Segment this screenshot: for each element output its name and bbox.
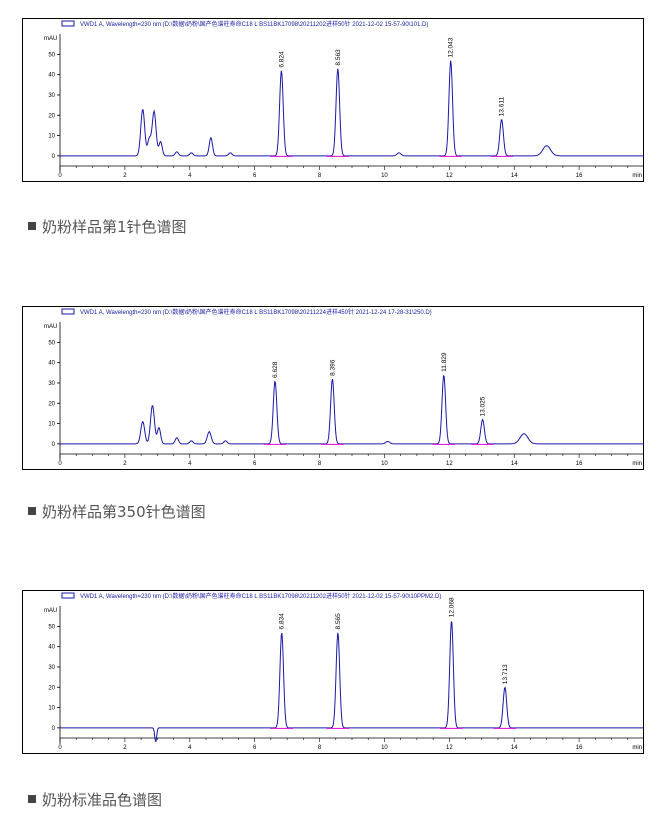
x-axis-unit: min <box>632 745 642 751</box>
x-tick-label: 8 <box>318 745 322 751</box>
caption-text: 奶粉样品第1针色谱图 <box>42 218 187 236</box>
y-tick-label: 0 <box>52 154 56 160</box>
chromatogram-chart-1: VWD1 A, Wavelength=230 nm (D:\数据\奶粉\国产色谱… <box>22 18 644 182</box>
y-axis-label: mAU <box>44 608 57 614</box>
caption-text: 奶粉样品第350针色谱图 <box>42 503 206 521</box>
chart-header: VWD1 A, Wavelength=230 nm (D:\数据\奶粉\国产色谱… <box>80 20 428 28</box>
x-tick-label: 2 <box>123 173 127 179</box>
chart-header: VWD1 A, Wavelength=230 nm (D:\数据\奶粉\国产色谱… <box>80 308 432 316</box>
x-tick-label: 16 <box>576 461 583 467</box>
x-tick-label: 14 <box>511 461 518 467</box>
legend-swatch-icon <box>61 308 75 315</box>
chromatogram-chart-3: VWD1 A, Wavelength=230 nm (D:\数据\奶粉\国产色谱… <box>22 590 644 754</box>
x-tick-label: 2 <box>123 461 127 467</box>
x-tick-label: 4 <box>188 173 192 179</box>
y-tick-label: 40 <box>48 73 55 79</box>
y-axis-label: mAU <box>44 36 57 42</box>
x-tick-label: 10 <box>381 461 388 467</box>
chromatogram-panel-1: VWD1 A, Wavelength=230 nm (D:\数据\奶粉\国产色谱… <box>22 18 644 182</box>
x-tick-label: 10 <box>381 745 388 751</box>
chromatogram-chart-2: VWD1 A, Wavelength=230 nm (D:\数据\奶粉\国产色谱… <box>22 306 644 470</box>
peak-label: 8.396 <box>329 359 336 376</box>
y-tick-label: 10 <box>48 422 55 428</box>
x-tick-label: 10 <box>381 173 388 179</box>
x-axis-unit: min <box>632 173 642 179</box>
y-tick-label: 40 <box>48 645 55 651</box>
chart-frame <box>22 18 644 182</box>
chromatogram-trace <box>60 60 644 157</box>
y-tick-label: 20 <box>48 685 55 691</box>
legend-swatch-icon <box>61 592 75 599</box>
y-tick-label: 0 <box>52 726 56 732</box>
x-tick-label: 4 <box>188 461 192 467</box>
y-axis-label: mAU <box>44 324 57 330</box>
peak-label: 13.611 <box>499 97 506 117</box>
peak-label: 8.563 <box>335 49 342 66</box>
chromatogram-trace <box>60 374 644 445</box>
caption-2: 奶粉样品第350针色谱图 <box>28 501 206 522</box>
peak-label: 8.565 <box>335 613 342 630</box>
y-tick-label: 30 <box>48 665 55 671</box>
square-bullet-icon <box>28 795 36 803</box>
x-tick-label: 8 <box>318 173 322 179</box>
chromatogram-trace <box>60 621 644 742</box>
x-tick-label: 0 <box>58 745 62 751</box>
x-tick-label: 4 <box>188 745 192 751</box>
legend-swatch-icon <box>61 20 75 27</box>
y-tick-label: 50 <box>48 624 55 630</box>
x-tick-label: 0 <box>58 173 62 179</box>
x-tick-label: 2 <box>123 745 127 751</box>
x-axis-unit: min <box>632 461 642 467</box>
peak-label: 6.824 <box>278 51 285 68</box>
y-tick-label: 20 <box>48 113 55 119</box>
y-tick-label: 20 <box>48 401 55 407</box>
x-tick-label: 14 <box>511 745 518 751</box>
x-tick-label: 8 <box>318 461 322 467</box>
y-tick-label: 30 <box>48 93 55 99</box>
x-tick-label: 0 <box>58 461 62 467</box>
y-tick-label: 10 <box>48 134 55 140</box>
y-tick-label: 50 <box>48 340 55 346</box>
square-bullet-icon <box>28 222 36 230</box>
caption-text: 奶粉标准品色谱图 <box>42 791 163 809</box>
peak-label: 13.713 <box>502 664 509 684</box>
x-tick-label: 14 <box>511 173 518 179</box>
y-tick-label: 0 <box>52 442 56 448</box>
x-tick-label: 12 <box>446 745 453 751</box>
x-tick-label: 16 <box>576 173 583 179</box>
y-tick-label: 50 <box>48 52 55 58</box>
peak-label: 12.043 <box>448 37 455 57</box>
x-tick-label: 12 <box>446 173 453 179</box>
chart-frame <box>22 590 644 754</box>
y-tick-label: 10 <box>48 706 55 712</box>
x-tick-label: 12 <box>446 461 453 467</box>
chromatogram-panel-2: VWD1 A, Wavelength=230 nm (D:\数据\奶粉\国产色谱… <box>22 306 644 470</box>
x-tick-label: 16 <box>576 745 583 751</box>
peak-label: 6.834 <box>279 613 286 630</box>
y-tick-label: 40 <box>48 361 55 367</box>
y-tick-label: 30 <box>48 381 55 387</box>
peak-label: 12.068 <box>449 597 456 617</box>
peak-label: 13.025 <box>480 396 487 416</box>
square-bullet-icon <box>28 507 36 515</box>
chromatogram-panel-3: VWD1 A, Wavelength=230 nm (D:\数据\奶粉\国产色谱… <box>22 590 644 754</box>
caption-1: 奶粉样品第1针色谱图 <box>28 216 187 237</box>
chart-header: VWD1 A, Wavelength=230 nm (D:\数据\奶粉\国产色谱… <box>80 592 441 600</box>
peak-label: 11.829 <box>441 352 448 372</box>
x-tick-label: 6 <box>253 173 257 179</box>
peak-label: 6.628 <box>272 361 279 378</box>
caption-3: 奶粉标准品色谱图 <box>28 789 162 810</box>
x-tick-label: 6 <box>253 461 257 467</box>
x-tick-label: 6 <box>253 745 257 751</box>
